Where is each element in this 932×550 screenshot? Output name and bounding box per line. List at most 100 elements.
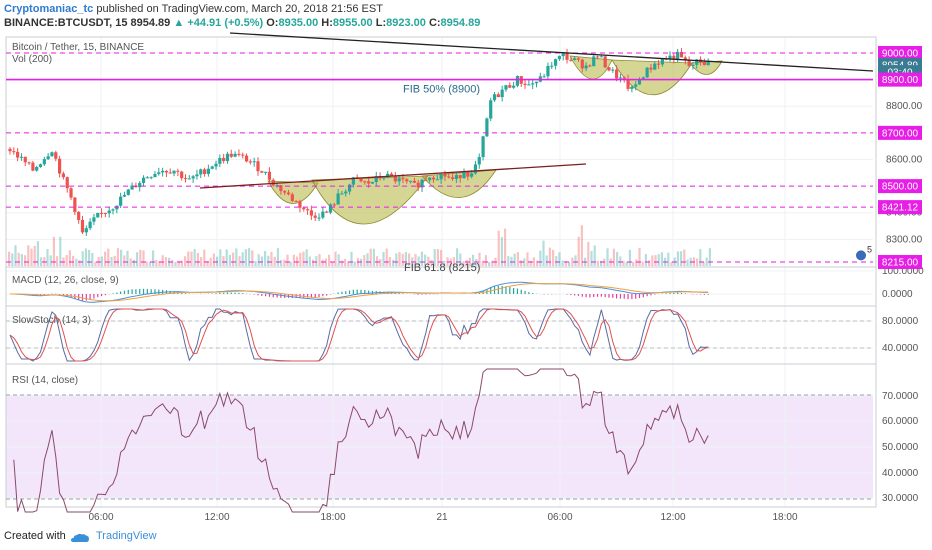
events-icon [856,250,866,261]
volume-bar [430,260,433,266]
volume-bar [177,260,180,266]
volume-bar [264,251,267,266]
volume-bar [152,250,155,266]
volume-bar [696,258,699,266]
volume-bar [72,255,75,266]
candle-body [569,59,573,61]
volume-bar [273,256,276,266]
candle-body [649,67,653,70]
macd-series [9,281,709,303]
volume-bar [33,245,36,266]
candle-body [405,179,409,182]
candle-body [374,176,378,183]
candle-body [290,194,294,201]
candle-body [328,204,333,213]
volume-bar [555,256,558,266]
author-link[interactable]: Cryptomaniac_tc [4,3,94,15]
candle-body [412,180,417,183]
volume-bar [648,260,651,266]
volume-bar [484,255,487,266]
volume-bar [216,256,219,266]
candle-body [428,177,432,181]
candle-body [298,201,302,208]
volume-bar [8,251,11,266]
candle-body [576,58,581,60]
volume-bar [488,261,491,266]
volume-bar [398,252,401,266]
candle-body [641,77,645,80]
time-tick-label: 18:00 [772,512,797,523]
volume-bar [14,245,17,266]
chart-canvas[interactable]: 8300.008400.008500.008600.008700.008800.… [0,0,932,524]
candle-body [325,211,329,213]
candle-body [46,156,50,160]
volume-bar [65,255,68,266]
volume-bar [104,251,107,266]
volume-bar [571,257,574,266]
symbol-label: BINANCE:BTCUSDT, 15 [4,17,128,29]
candle-body [199,169,203,175]
candle-body [8,148,12,152]
volume-bar [27,245,30,266]
tradingview-brand[interactable]: TradingView [96,530,157,542]
volume-bar [203,249,206,266]
trendline-neck [199,163,587,189]
indicator-tick-label: 50.0000 [882,442,919,453]
candle-body [462,172,466,179]
volume-bar [254,260,257,266]
candle-body [599,56,603,58]
price-badge-label: 8500.00 [882,182,919,193]
fib-618-annotation: FIB 61.8 (8215) [404,262,480,274]
footer: Created with TradingView [0,524,932,550]
volume-bar [267,255,270,266]
candle-body [19,156,24,158]
volume-bar [667,252,670,266]
volume-bar [260,256,263,266]
candle-body [279,185,283,192]
volume-bar [30,248,33,266]
volume-bar [270,251,273,266]
volume-bar [161,255,164,266]
volume-bar [433,249,436,266]
volume-bar [478,252,481,266]
candle-body [489,100,493,119]
volume-bar [427,256,430,266]
candle-body [214,163,218,167]
volume-bar [408,253,411,266]
volume-bar [276,248,279,266]
price-badge [878,72,922,87]
volume-bar [193,248,196,266]
candle-body [317,217,321,219]
volume-bar [212,253,215,266]
volume-bar [235,248,238,266]
candle-body [138,182,142,188]
volume-bar [462,261,465,266]
candle-body [302,207,306,210]
candle-body [454,175,458,179]
candle-body [16,151,20,158]
candle-body [683,57,687,61]
volume-bar [369,248,372,266]
candle-body [672,55,676,60]
candle-body [595,56,600,58]
volume-bar [577,236,580,266]
price-badge [878,179,922,194]
candle-body [401,178,405,180]
volume-bar [353,261,356,266]
candle-body [504,85,508,90]
volume-bar [302,251,305,266]
candle-body [161,170,165,173]
tradingview-cloud-icon [71,533,89,542]
volume-bar [590,250,593,266]
volume-bar [232,252,235,266]
volume-bar [680,251,683,266]
volume-bar [561,260,564,266]
candle-body [283,191,287,193]
candle-body [313,215,317,218]
volume-bar [88,249,91,266]
candle-body [176,170,180,172]
volume-bar [545,255,548,266]
volume-bar [78,260,81,266]
volume-bar [52,236,55,266]
candle-body [309,210,314,216]
